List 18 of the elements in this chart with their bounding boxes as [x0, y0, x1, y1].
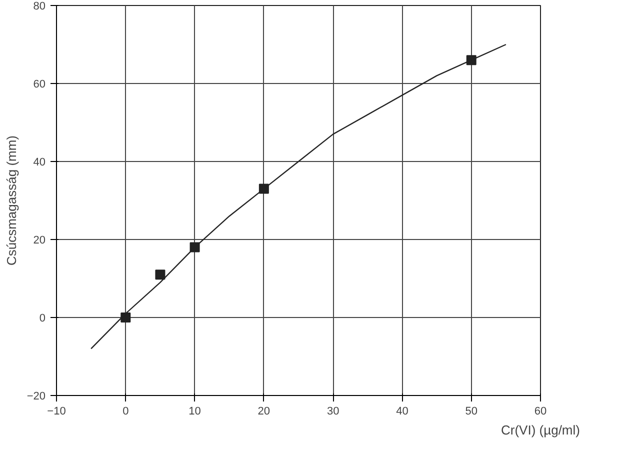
- y-tick-label: 20: [33, 234, 46, 246]
- x-tick-label: −10: [47, 406, 66, 418]
- x-axis-title: Cr(VI) (µg/ml): [501, 422, 580, 438]
- x-tick-label: 60: [534, 406, 547, 418]
- y-tick-label: 60: [33, 78, 46, 90]
- x-tick-label: 30: [326, 406, 340, 418]
- y-axis-title: Csúcsmagasság (mm): [4, 135, 19, 266]
- x-tick-label: 10: [188, 406, 201, 418]
- y-tick-label: 80: [33, 0, 46, 12]
- line-series: [90, 44, 507, 350]
- x-tick-label: 0: [122, 406, 129, 418]
- y-tick-label: 0: [39, 312, 46, 324]
- x-tick-label: 40: [396, 406, 408, 418]
- y-tick-label: 40: [33, 156, 46, 168]
- y-tick-label: −20: [26, 390, 46, 402]
- point: [155, 270, 166, 280]
- x-tick-label: 20: [258, 406, 270, 418]
- x-tick-label: 50: [465, 406, 478, 418]
